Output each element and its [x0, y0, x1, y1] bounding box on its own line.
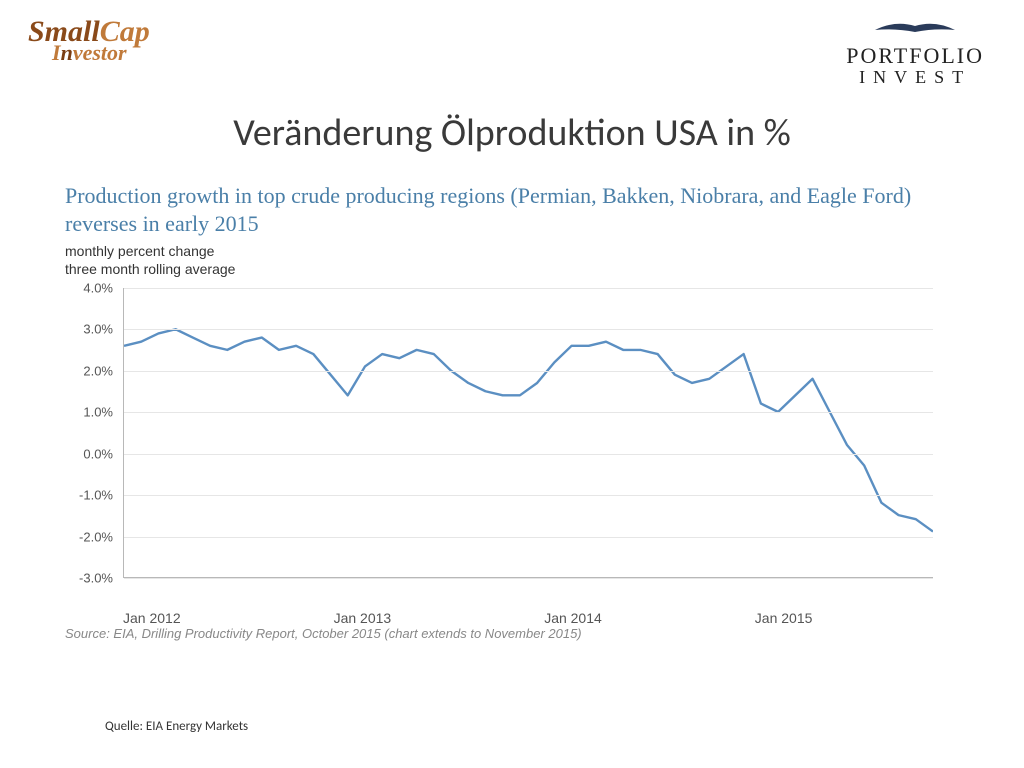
chart-subtitle-line1: monthly percent change [65, 243, 964, 261]
logo-portfolio-invest: PORTFOLIO INVEST [846, 18, 984, 88]
y-tick-label: 0.0% [83, 446, 113, 461]
logo-left-line2-c: vestor [73, 40, 127, 65]
quelle-footer: Quelle: EIA Energy Markets [105, 719, 248, 734]
series-line [124, 329, 933, 531]
grid-line [124, 454, 933, 455]
logo-smallcap-investor: SmallCap Investor [28, 18, 150, 63]
chart-block: Production growth in top crude producing… [65, 182, 964, 641]
y-tick-label: -1.0% [79, 488, 113, 503]
header-logos: SmallCap Investor PORTFOLIO INVEST [0, 0, 1024, 88]
y-tick-label: -3.0% [79, 571, 113, 586]
logo-right-top: PORTFOLIO [846, 43, 984, 69]
chart-subtitle-line2: three month rolling average [65, 261, 964, 279]
grid-line [124, 495, 933, 496]
chart-subtitle: monthly percent change three month rolli… [65, 243, 964, 278]
grid-line [124, 288, 933, 289]
x-tick-label: Jan 2012 [123, 610, 181, 626]
bird-icon [846, 18, 984, 43]
y-axis-labels: 4.0%3.0%2.0%1.0%0.0%-1.0%-2.0%-3.0% [65, 288, 119, 608]
logo-right-bottom: INVEST [846, 67, 984, 88]
y-tick-label: 3.0% [83, 322, 113, 337]
grid-line [124, 578, 933, 579]
grid-line [124, 371, 933, 372]
y-tick-label: -2.0% [79, 529, 113, 544]
chart-area: 4.0%3.0%2.0%1.0%0.0%-1.0%-2.0%-3.0% Jan … [65, 288, 945, 608]
y-tick-label: 1.0% [83, 405, 113, 420]
grid-line [124, 537, 933, 538]
grid-line [124, 329, 933, 330]
x-tick-label: Jan 2013 [334, 610, 392, 626]
x-tick-label: Jan 2014 [544, 610, 602, 626]
y-tick-label: 2.0% [83, 363, 113, 378]
plot-region [123, 288, 933, 578]
logo-left-line2-a: I [52, 40, 61, 65]
y-tick-label: 4.0% [83, 281, 113, 296]
x-tick-label: Jan 2015 [755, 610, 813, 626]
chart-title: Production growth in top crude producing… [65, 182, 964, 237]
chart-source-note: Source: EIA, Drilling Productivity Repor… [65, 626, 964, 641]
slide-title: Veränderung Ölproduktion USA in % [0, 110, 1024, 156]
grid-line [124, 412, 933, 413]
line-series [124, 288, 933, 577]
logo-left-line2-b: n [61, 40, 73, 65]
